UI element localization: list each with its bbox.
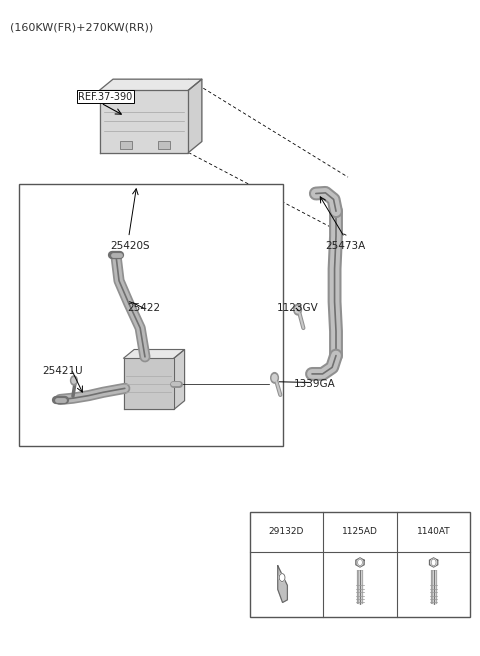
- Polygon shape: [174, 350, 184, 409]
- Circle shape: [271, 373, 278, 383]
- Circle shape: [431, 559, 436, 565]
- Text: 29132D: 29132D: [269, 527, 304, 536]
- Bar: [250, 512, 470, 617]
- Polygon shape: [124, 358, 174, 409]
- Text: (160KW(FR)+270KW(RR)): (160KW(FR)+270KW(RR)): [10, 23, 153, 33]
- Circle shape: [272, 375, 277, 381]
- Text: 25473A: 25473A: [325, 241, 366, 251]
- Text: 1125AD: 1125AD: [342, 527, 378, 536]
- Bar: [120, 142, 132, 150]
- Text: REF.37-390: REF.37-390: [78, 92, 133, 102]
- Polygon shape: [124, 350, 184, 358]
- Text: 25422: 25422: [127, 303, 161, 314]
- Text: 25421U: 25421U: [42, 365, 83, 376]
- Circle shape: [71, 376, 77, 385]
- Bar: [158, 142, 170, 150]
- Polygon shape: [356, 558, 364, 567]
- Text: 1140AT: 1140AT: [417, 527, 450, 536]
- Text: 1123GV: 1123GV: [277, 303, 318, 314]
- Circle shape: [295, 306, 300, 313]
- Polygon shape: [100, 79, 202, 91]
- Circle shape: [294, 304, 301, 315]
- Text: 25420S: 25420S: [110, 241, 149, 251]
- Circle shape: [358, 559, 362, 565]
- Polygon shape: [100, 91, 188, 153]
- Circle shape: [72, 378, 76, 383]
- Circle shape: [279, 573, 285, 581]
- Bar: [19, 184, 283, 446]
- Polygon shape: [278, 565, 288, 602]
- Text: 1339GA: 1339GA: [294, 379, 335, 389]
- Polygon shape: [188, 79, 202, 153]
- Polygon shape: [430, 558, 438, 567]
